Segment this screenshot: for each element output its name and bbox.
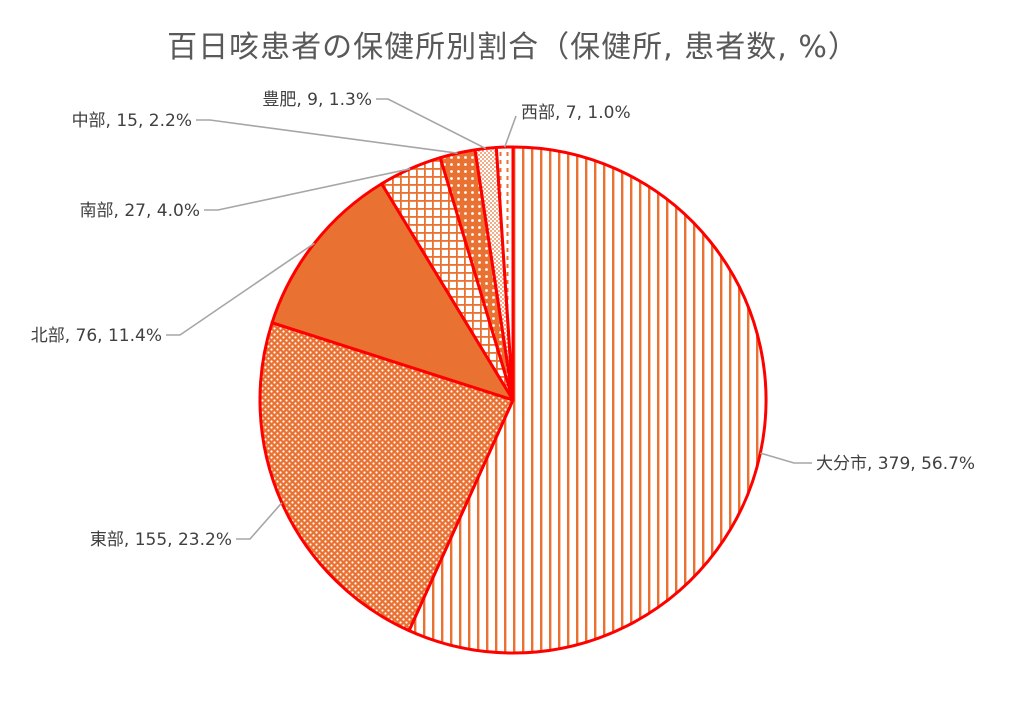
data-label-1: 大分市, 379, 56.7% <box>816 454 975 474</box>
leader-line-7 <box>503 115 517 148</box>
data-label-2: 東部, 155, 23.2% <box>90 530 232 550</box>
data-label-7: 西部, 7, 1.0% <box>521 103 631 123</box>
leaders-layer <box>166 98 812 540</box>
data-label-5: 中部, 15, 2.2% <box>72 111 192 131</box>
leader-line-1 <box>760 452 812 464</box>
slices-layer <box>258 145 768 655</box>
leader-line-6 <box>376 98 487 150</box>
leader-line-2 <box>236 502 283 540</box>
leader-line-5 <box>196 119 458 154</box>
leader-line-4 <box>204 168 411 211</box>
labels-layer: 大分市, 379, 56.7% 東部, 155, 23.2% 北部, 76, 11.… <box>31 90 975 550</box>
leader-line-3 <box>166 242 315 336</box>
data-label-3: 北部, 76, 11.4% <box>31 326 162 346</box>
pie-slice-7 <box>494 145 515 402</box>
data-label-6: 豊肥, 9, 1.3% <box>262 90 372 110</box>
data-label-4: 南部, 27, 4.0% <box>80 201 200 221</box>
pie-slice-2 <box>258 321 515 633</box>
chart-title: 百日咳患者の保健所別割合（保健所, 患者数, %） <box>167 30 859 65</box>
pie-slice-1 <box>407 145 768 655</box>
